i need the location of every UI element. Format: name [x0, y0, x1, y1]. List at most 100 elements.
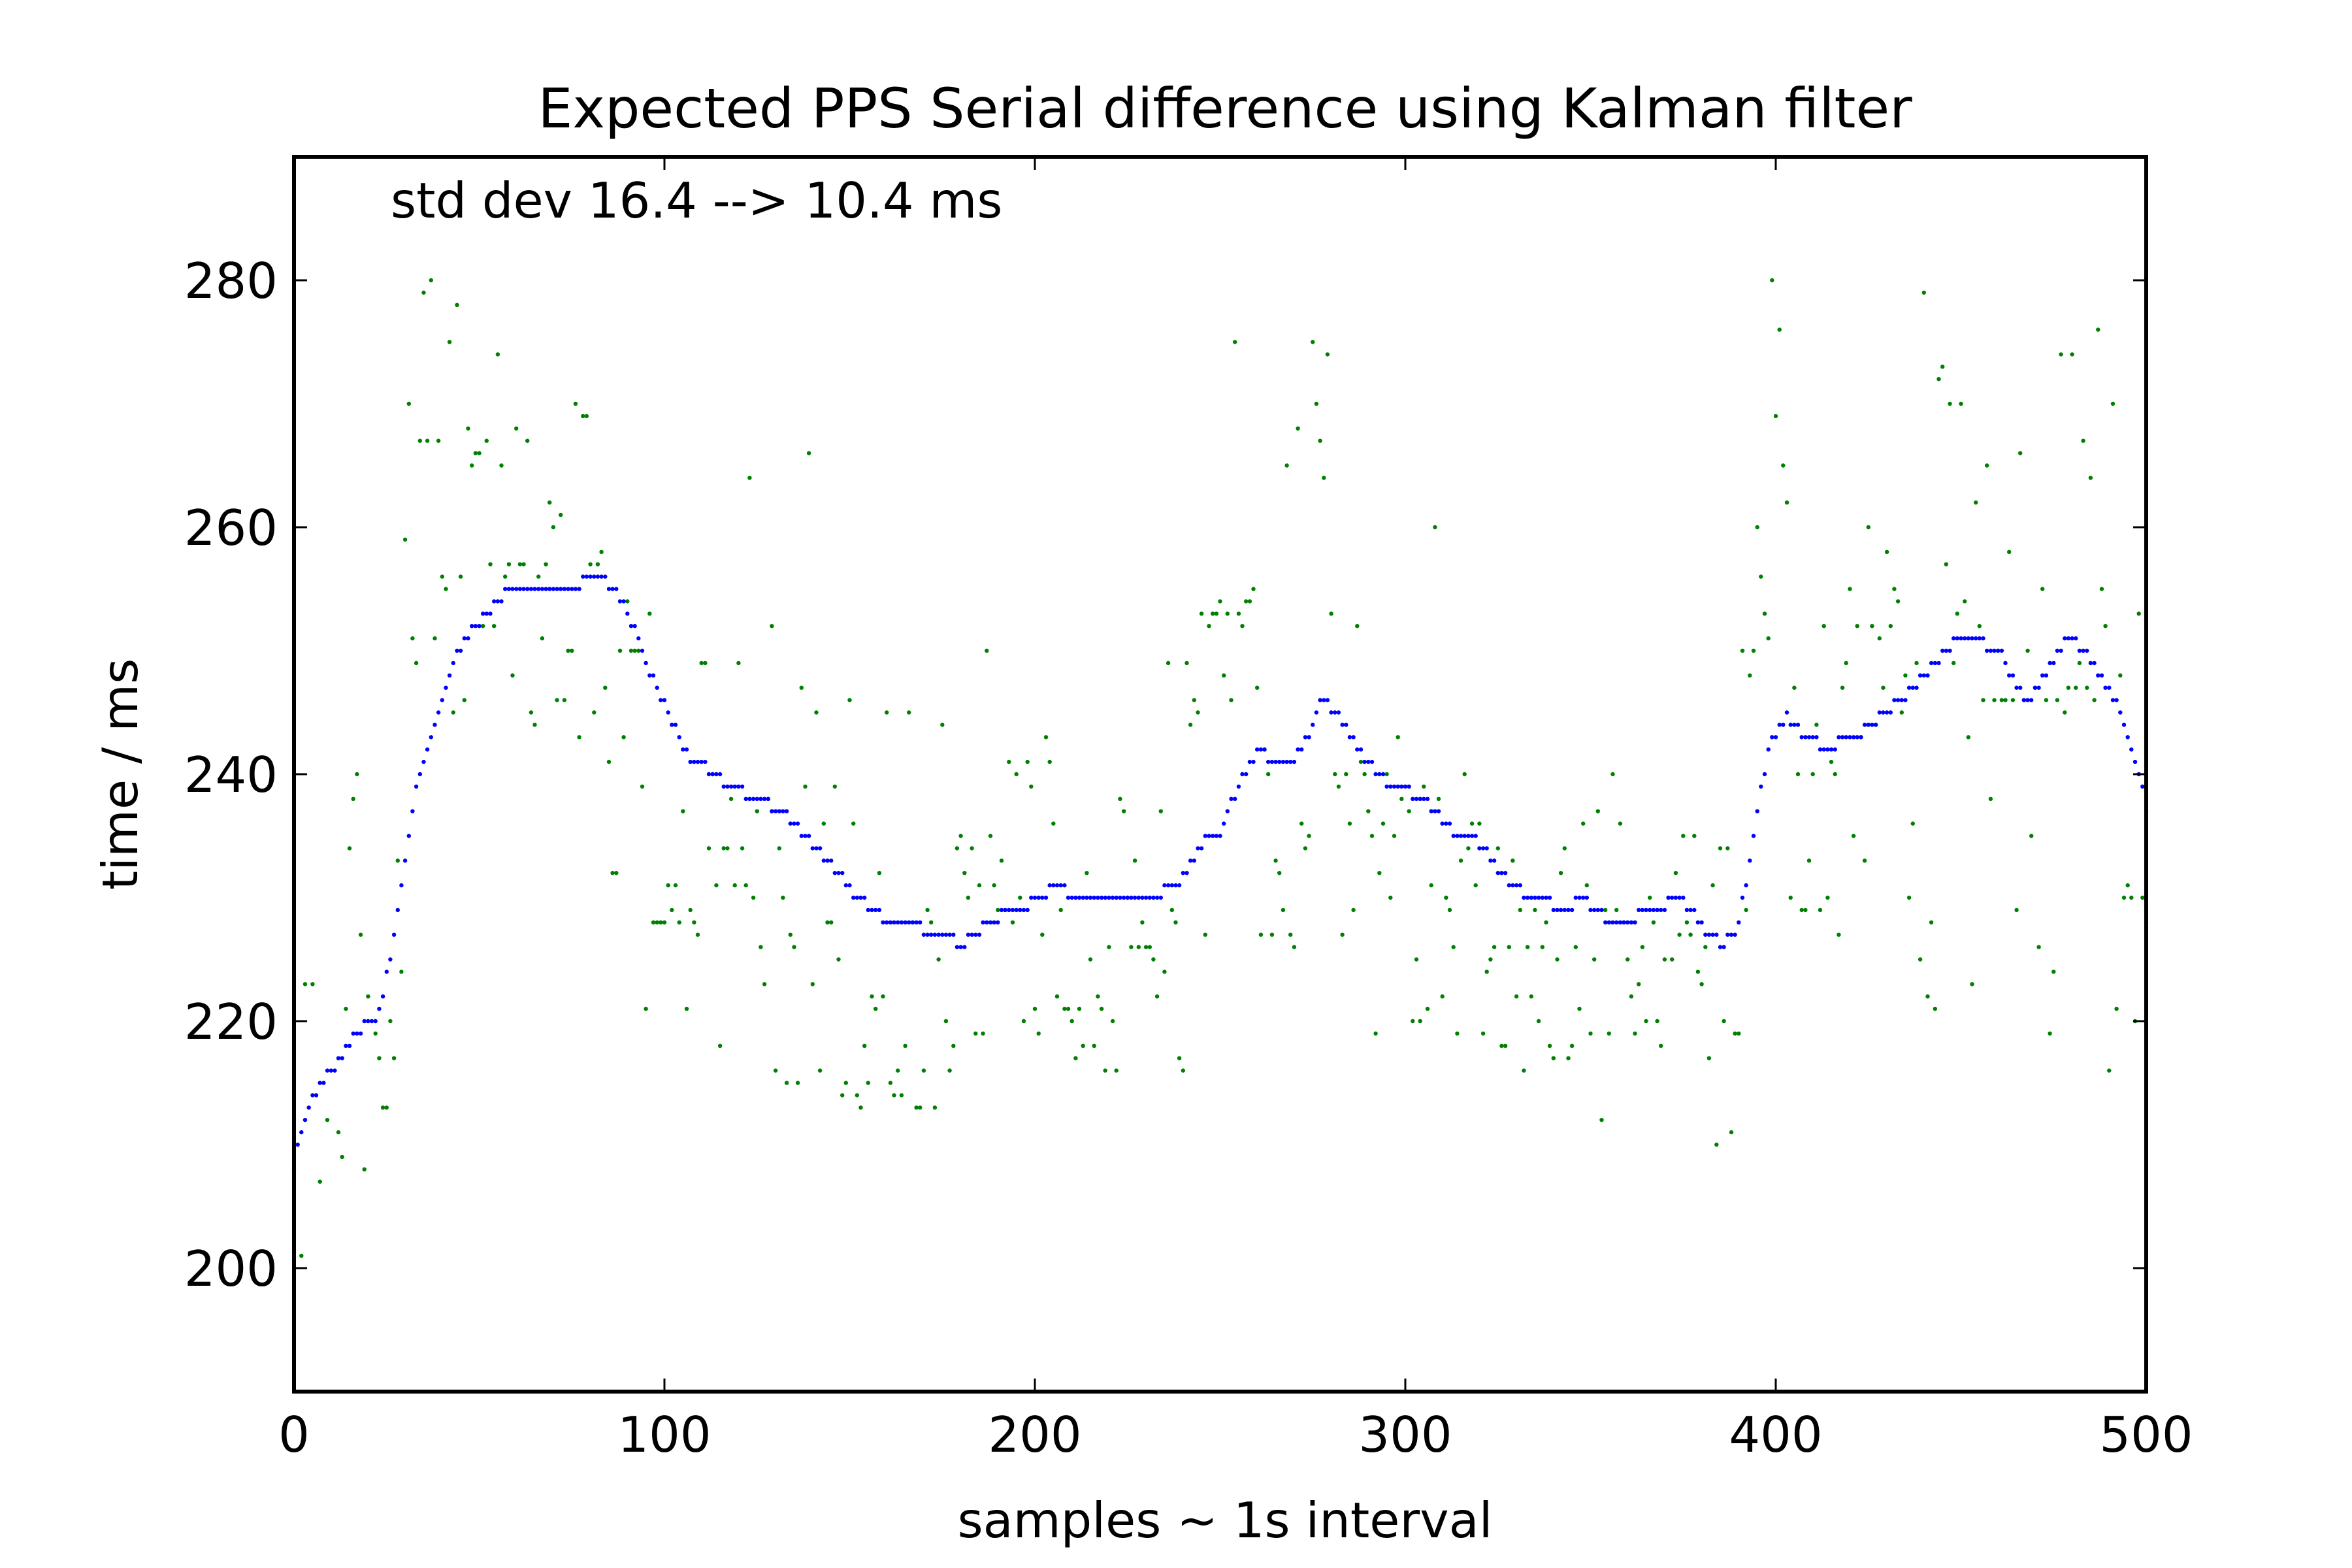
filtered-point — [2048, 661, 2052, 666]
filtered-point — [1032, 895, 1037, 900]
raw-point — [1818, 907, 1823, 913]
raw-point — [1751, 648, 1756, 653]
filtered-point — [1311, 723, 1315, 727]
raw-point — [862, 1043, 867, 1049]
filtered-point — [773, 809, 778, 813]
filtered-point — [1562, 907, 1567, 913]
raw-point — [951, 1043, 956, 1049]
filtered-point — [1940, 648, 1945, 653]
filtered-point — [2107, 685, 2112, 690]
filtered-point — [732, 784, 737, 789]
filtered-point — [2103, 685, 2108, 690]
filtered-point — [1043, 895, 1049, 900]
raw-point — [473, 451, 478, 455]
raw-point — [551, 525, 556, 530]
filtered-point — [1477, 846, 1482, 851]
filtered-point — [817, 846, 823, 851]
filtered-point — [885, 920, 889, 925]
raw-point — [1169, 907, 1175, 913]
filtered-point — [1581, 895, 1586, 900]
raw-point — [2018, 451, 2023, 455]
filtered-point — [1921, 673, 1926, 678]
filtered-point — [670, 723, 674, 727]
filtered-point — [1862, 723, 1867, 727]
filtered-point — [784, 809, 789, 813]
raw-point — [940, 723, 945, 727]
raw-point — [544, 562, 548, 566]
raw-point — [1870, 624, 1874, 629]
filtered-point — [1462, 834, 1467, 838]
raw-point — [570, 648, 574, 653]
filtered-point — [1688, 907, 1693, 913]
filtered-point — [692, 759, 696, 764]
filtered-point — [840, 871, 845, 875]
filtered-point — [673, 723, 678, 727]
raw-point — [1851, 834, 1856, 838]
raw-point — [488, 562, 493, 566]
filtered-point — [1547, 895, 1552, 900]
filtered-point — [2014, 685, 2019, 690]
filtered-point — [1436, 809, 1441, 813]
raw-point — [417, 438, 422, 443]
raw-point — [1703, 945, 1708, 949]
filtered-point — [829, 858, 834, 863]
filtered-point — [1588, 907, 1593, 913]
filtered-point — [1788, 723, 1793, 727]
filtered-point — [1884, 710, 1889, 715]
raw-point — [1648, 895, 1652, 900]
raw-point — [2007, 549, 2012, 554]
raw-point — [529, 710, 534, 715]
raw-point — [1551, 1056, 1556, 1060]
raw-point — [728, 796, 734, 802]
filtered-point — [1369, 759, 1375, 764]
filtered-point — [1092, 895, 1096, 900]
filtered-point — [1040, 895, 1045, 900]
filtered-point — [677, 735, 681, 740]
series-filtered — [291, 574, 2149, 1172]
filtered-point — [1948, 648, 1952, 653]
filtered-point — [1821, 747, 1826, 752]
filtered-point — [907, 920, 911, 925]
raw-point — [1948, 401, 1952, 406]
raw-point — [358, 932, 363, 937]
filtered-point — [1622, 920, 1626, 925]
raw-point — [973, 1031, 978, 1036]
raw-point — [1429, 883, 1433, 888]
filtered-point — [1499, 871, 1504, 875]
filtered-point — [440, 698, 444, 702]
filtered-point — [1806, 735, 1812, 740]
filtered-point — [1952, 636, 1956, 641]
raw-point — [770, 624, 774, 629]
filtered-point — [943, 932, 949, 937]
filtered-point — [1014, 907, 1019, 913]
filtered-point — [1073, 895, 1078, 900]
raw-point — [1762, 612, 1767, 616]
raw-point — [302, 982, 308, 987]
raw-point — [829, 920, 834, 925]
raw-point — [2140, 895, 2145, 900]
raw-point — [1914, 661, 1919, 666]
filtered-point — [588, 574, 593, 579]
raw-point — [659, 920, 663, 925]
raw-point — [617, 648, 623, 653]
filtered-point — [2081, 648, 2085, 653]
raw-point — [1536, 1019, 1541, 1024]
filtered-point — [1659, 907, 1663, 913]
raw-point — [1311, 340, 1315, 344]
filtered-point — [1599, 907, 1604, 913]
y-tick-label: 200 — [184, 1240, 278, 1298]
filtered-point — [1466, 834, 1471, 838]
raw-point — [377, 1056, 382, 1060]
filtered-point — [1803, 735, 1808, 740]
filtered-point — [721, 784, 726, 789]
raw-point — [1592, 957, 1597, 962]
raw-point — [2070, 352, 2074, 357]
raw-point — [388, 1019, 393, 1024]
raw-point — [1833, 772, 1837, 777]
raw-point — [1977, 624, 1982, 629]
raw-point — [514, 426, 519, 431]
raw-point — [380, 1105, 385, 1110]
filtered-point — [1662, 907, 1667, 913]
raw-point — [1436, 796, 1441, 802]
raw-point — [2129, 895, 2134, 900]
